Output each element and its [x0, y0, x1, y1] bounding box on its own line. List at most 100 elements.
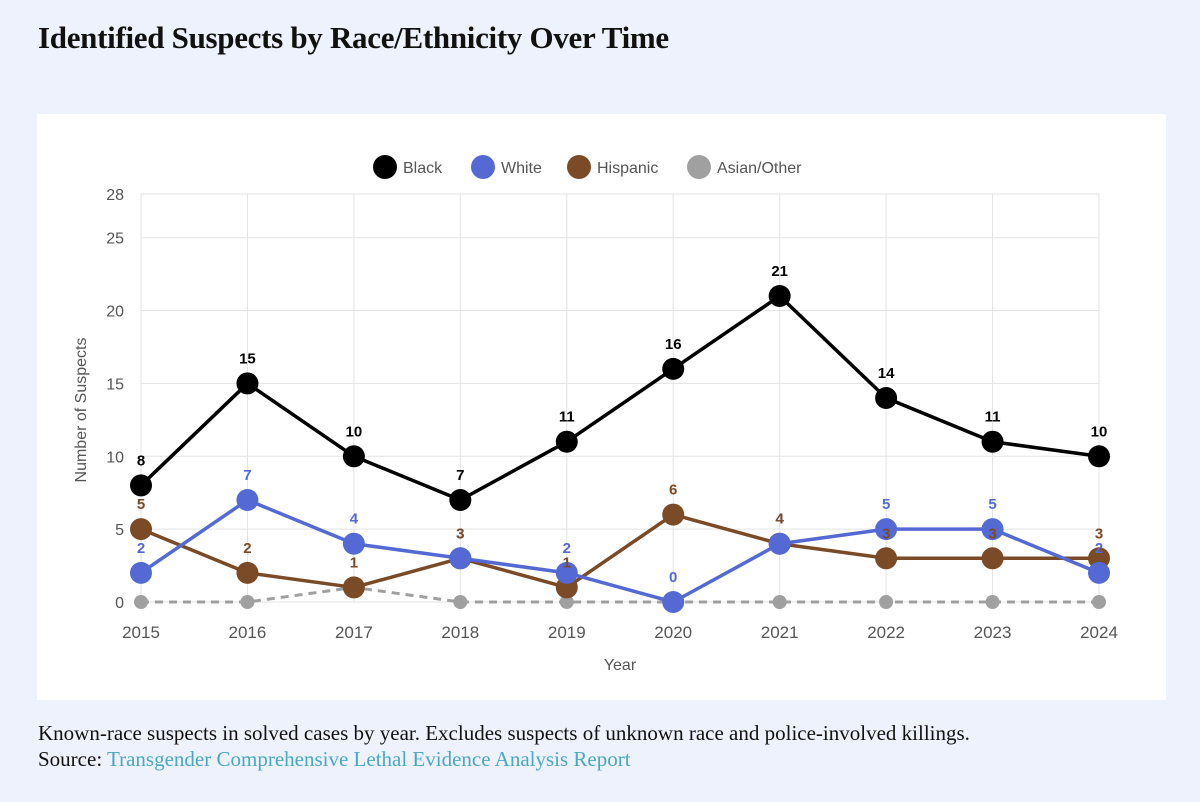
data-point-white: [875, 518, 898, 541]
data-label: 8: [137, 452, 145, 469]
data-point-black: [875, 387, 898, 409]
data-label: 4: [775, 511, 784, 528]
data-point-asian-other: [1092, 595, 1106, 609]
y-axis-title: Number of Suspects: [73, 338, 90, 483]
data-label: 2: [243, 540, 251, 557]
chart-footer: Known-race suspects in solved cases by y…: [38, 720, 970, 772]
x-tick-label: 2021: [761, 623, 799, 642]
data-label: 10: [1091, 423, 1108, 440]
data-label: 5: [882, 496, 890, 513]
data-point-black: [342, 445, 365, 468]
data-point-white: [768, 532, 791, 555]
data-point-hispanic: [662, 503, 685, 526]
data-label: 10: [346, 423, 363, 440]
data-point-asian-other: [240, 595, 255, 609]
data-label: 1: [350, 554, 358, 571]
x-tick-label: 2023: [974, 623, 1012, 642]
data-point-white: [1088, 561, 1110, 584]
data-label: 3: [1095, 525, 1103, 542]
y-tick-label: 5: [115, 522, 124, 539]
y-tick-label: 15: [106, 376, 124, 393]
y-tick-label: 0: [115, 595, 124, 612]
x-tick-label: 2018: [441, 623, 479, 642]
x-tick-label: 2015: [122, 623, 160, 642]
data-label: 15: [239, 350, 256, 367]
data-label: 6: [669, 482, 677, 499]
data-point-white: [662, 591, 685, 613]
data-point-black: [768, 285, 791, 307]
series-line-black: [139, 294, 1100, 502]
footer-note: Known-race suspects in solved cases by y…: [38, 721, 970, 745]
data-point-white: [981, 518, 1004, 541]
data-label: 5: [137, 496, 145, 513]
x-tick-label: 2016: [229, 623, 267, 642]
data-point-black: [555, 430, 578, 453]
x-tick-label: 2019: [548, 623, 586, 642]
data-point-black: [449, 489, 472, 511]
data-label: 5: [988, 496, 996, 513]
x-axis-title: Year: [604, 657, 637, 674]
data-point-hispanic: [236, 561, 259, 584]
data-point-asian-other: [453, 595, 468, 609]
data-label: 4: [775, 511, 784, 528]
legend-marker: [471, 155, 495, 179]
data-point-white: [342, 532, 365, 555]
legend-label: Black: [403, 160, 443, 177]
data-label: 2: [563, 540, 571, 557]
y-tick-label: 28: [106, 187, 124, 204]
y-tick-label: 25: [106, 231, 124, 248]
series-line-asian-other: [141, 585, 1099, 604]
x-tick-label: 2024: [1080, 623, 1118, 642]
data-label: 16: [665, 336, 682, 353]
series-line-white: [140, 498, 1100, 604]
data-point-asian-other: [879, 595, 894, 609]
data-label: 3: [456, 525, 464, 542]
data-label: 3: [988, 525, 996, 542]
data-point-black: [236, 372, 259, 395]
x-tick-label: 2020: [654, 623, 692, 642]
data-point-hispanic: [875, 547, 898, 570]
data-label: 7: [243, 467, 251, 484]
legend-label: White: [501, 160, 542, 177]
data-point-hispanic: [130, 518, 152, 541]
data-point-white: [130, 561, 152, 584]
source-label: Source:: [38, 747, 103, 771]
data-point-white: [236, 489, 259, 511]
source-line: Source: Transgender Comprehensive Lethal…: [38, 746, 970, 772]
data-point-asian-other: [134, 595, 148, 609]
data-label: 11: [559, 409, 575, 426]
data-label: 3: [882, 525, 890, 542]
x-tick-label: 2022: [867, 623, 905, 642]
data-point-white: [449, 547, 472, 570]
data-point-asian-other: [559, 595, 574, 609]
data-point-hispanic: [342, 576, 365, 599]
data-label: 2: [137, 540, 145, 557]
data-label: 11: [985, 409, 1001, 426]
legend-marker: [373, 155, 397, 179]
x-tick-label: 2017: [335, 623, 373, 642]
data-point-black: [1088, 445, 1110, 468]
data-label: 0: [669, 569, 677, 586]
source-link[interactable]: Transgender Comprehensive Lethal Evidenc…: [107, 747, 631, 771]
data-label: 14: [878, 365, 895, 382]
data-label: 4: [350, 511, 359, 528]
data-label: 21: [771, 263, 788, 280]
data-point-black: [130, 474, 152, 497]
data-point-asian-other: [772, 595, 787, 609]
page-title: Identified Suspects by Race/Ethnicity Ov…: [38, 20, 669, 55]
legend-label: Hispanic: [597, 160, 658, 177]
chart-card: 0 5 10 15 20 25 28 2015 2016 2017 2018 2019 2020 2021…: [37, 114, 1166, 700]
legend-marker: [567, 155, 591, 179]
data-point-hispanic: [981, 547, 1004, 570]
data-point-white: [555, 561, 578, 584]
series-line-hispanic: [140, 512, 1099, 590]
legend-marker: [687, 155, 711, 179]
y-tick-label: 10: [106, 449, 124, 466]
data-point-black: [981, 430, 1004, 453]
data-label: 3: [456, 525, 464, 542]
data-point-asian-other: [985, 595, 1000, 609]
data-label: 2: [1095, 540, 1103, 557]
data-label: 1: [563, 554, 571, 571]
data-point-black: [662, 357, 685, 380]
